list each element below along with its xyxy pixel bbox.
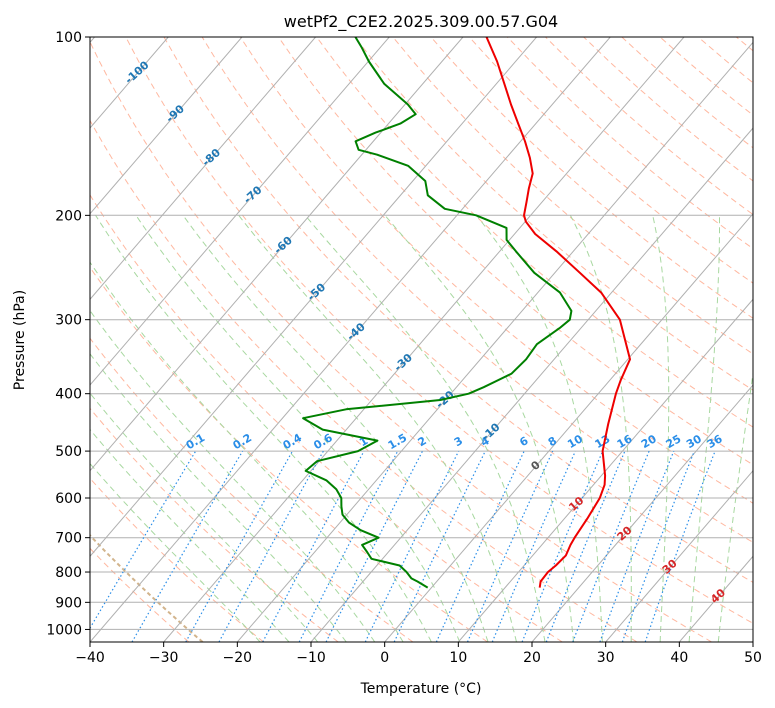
mixing-ratio-line xyxy=(572,450,650,642)
dry-adiabat xyxy=(90,40,712,642)
reference-curve xyxy=(90,533,204,642)
mixing-ratio-line xyxy=(325,450,424,642)
dry-adiabat xyxy=(125,37,753,624)
isotherm-line xyxy=(310,127,753,642)
x-tick-label: 50 xyxy=(744,650,762,666)
dry-adiabat xyxy=(90,407,339,642)
moist-adiabat xyxy=(238,214,517,642)
moist-adiabat xyxy=(90,462,261,642)
isotherm-line xyxy=(90,37,243,215)
mixing-ratio-line xyxy=(491,450,576,642)
y-tick-label: 1000 xyxy=(46,622,82,638)
dry-adiabat xyxy=(90,477,264,642)
x-tick-label: 0 xyxy=(380,650,389,666)
moist-adiabat xyxy=(90,309,376,642)
x-tick-label: 10 xyxy=(449,650,467,666)
mixing-ratio-line xyxy=(621,450,695,642)
x-tick-label: −10 xyxy=(296,650,326,666)
y-tick-label: 400 xyxy=(55,387,82,403)
dry-adiabat xyxy=(316,37,753,428)
mixing-ratio-line xyxy=(262,450,365,642)
isotherm-line xyxy=(531,384,753,642)
y-tick-label: 500 xyxy=(55,444,82,460)
y-tick-label: 100 xyxy=(55,30,82,46)
isotherm-line xyxy=(236,41,753,642)
isotherm-line xyxy=(90,37,316,301)
dry-adiabat xyxy=(354,37,753,391)
mixing-ratio-line xyxy=(218,450,324,642)
dry-adiabat xyxy=(201,37,753,543)
dry-adiabat xyxy=(392,37,753,355)
mixing-ratio-line xyxy=(185,450,294,642)
x-tick-label: −30 xyxy=(149,650,179,666)
moist-adiabat xyxy=(90,392,319,642)
dry-adiabat xyxy=(90,547,190,642)
y-tick-label: 300 xyxy=(55,313,82,329)
isotherm-line xyxy=(605,469,753,642)
x-axis-label: Temperature (°C) xyxy=(360,681,482,697)
moist-adiabat xyxy=(569,215,632,642)
y-tick-label: 700 xyxy=(55,531,82,547)
x-tick-label: 30 xyxy=(597,650,615,666)
isotherm-line xyxy=(384,212,753,642)
isotherm-line xyxy=(90,37,537,558)
y-tick-label: 600 xyxy=(55,491,82,507)
isotherm-line xyxy=(457,298,753,642)
y-tick-label: 800 xyxy=(55,565,82,581)
moist-adiabat xyxy=(384,214,575,642)
mixing-ratio-line xyxy=(466,450,554,642)
x-tick-label: −20 xyxy=(223,650,253,666)
mixing-ratio-line xyxy=(364,450,460,642)
x-tick-label: −40 xyxy=(75,650,105,666)
dry-adiabat xyxy=(90,266,488,642)
moist-adiabat xyxy=(90,428,290,642)
dry-adiabat xyxy=(430,37,753,319)
plot-frame xyxy=(89,36,754,643)
axes: −40 −30 −20 −10 0 10 20 30 40 50 100 200 300 400 500 60… xyxy=(46,30,762,666)
moist-adiabat xyxy=(652,215,670,642)
x-tick-label: 20 xyxy=(523,650,541,666)
y-tick-label: 900 xyxy=(55,595,82,611)
mixing-ratio-line xyxy=(545,450,626,642)
mixing-ratio-line xyxy=(521,450,604,642)
mixing-ratio-line xyxy=(644,450,716,642)
dry-adiabat xyxy=(239,37,753,504)
y-axis-label: Pressure (hPa) xyxy=(12,290,28,390)
mixing-ratio-line xyxy=(599,450,675,642)
moist-adiabat xyxy=(135,215,461,642)
y-tick-label: 200 xyxy=(55,208,82,224)
moist-adiabat xyxy=(688,215,720,642)
x-tick-label: 40 xyxy=(670,650,688,666)
dry-adiabat xyxy=(163,37,753,583)
dry-adiabat xyxy=(90,194,563,642)
moist-adiabat xyxy=(717,370,753,642)
temperature-profile xyxy=(485,37,631,588)
moist-adiabat xyxy=(90,261,404,642)
chart-title: wetPf2_C2E2.2025.309.00.57.G04 xyxy=(284,12,558,32)
plot-area: 0.1 0.2 0.4 0.6 1 1.5 2 3 4 6 8 10 13 16 20 25 30 36-100-… xyxy=(90,37,753,642)
isotherm-line xyxy=(90,37,390,386)
isotherm-line xyxy=(163,37,685,642)
isotherm-line xyxy=(90,37,464,472)
dewpoint-profile xyxy=(302,37,573,589)
